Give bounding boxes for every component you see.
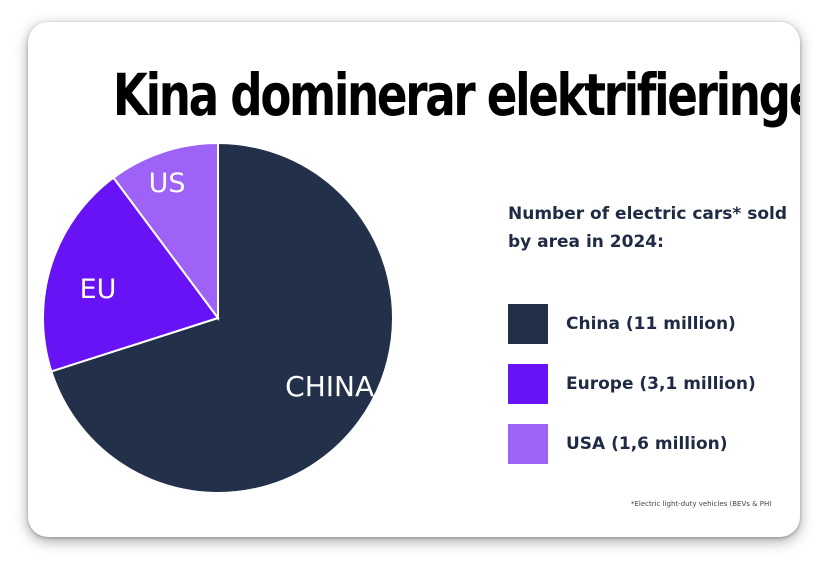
pie-slice-eu xyxy=(42,176,220,373)
legend-label-china: China (11 million) xyxy=(566,314,736,334)
pie-chart: CHINA EU US xyxy=(42,141,394,494)
pie-slice-china xyxy=(50,141,394,494)
legend-title: Number of electric cars* sold by area in… xyxy=(508,204,787,252)
footnote: *Electric light-duty vehicles (BEVs & PH… xyxy=(631,500,772,508)
legend-swatch-china xyxy=(508,304,548,344)
legend-label-usa: USA (1,6 million) xyxy=(566,434,728,454)
pie-label-eu: EU xyxy=(80,274,117,305)
pie-slice-us xyxy=(112,141,219,322)
legend-swatch-usa xyxy=(508,424,548,464)
legend-item-usa: USA (1,6 million) xyxy=(508,424,728,464)
legend-item-europe: Europe (3,1 million) xyxy=(508,364,756,404)
chart-card: Kina dominerar elektrifieringen CHINA EU U… xyxy=(28,22,800,537)
pie-label-china: CHINA xyxy=(285,370,374,403)
legend-item-china: China (11 million) xyxy=(508,304,736,344)
legend-label-europe: Europe (3,1 million) xyxy=(566,374,756,394)
legend-swatch-europe xyxy=(508,364,548,404)
pie-label-us: US xyxy=(149,168,186,199)
chart-title: Kina dominerar elektrifieringen xyxy=(112,61,800,129)
